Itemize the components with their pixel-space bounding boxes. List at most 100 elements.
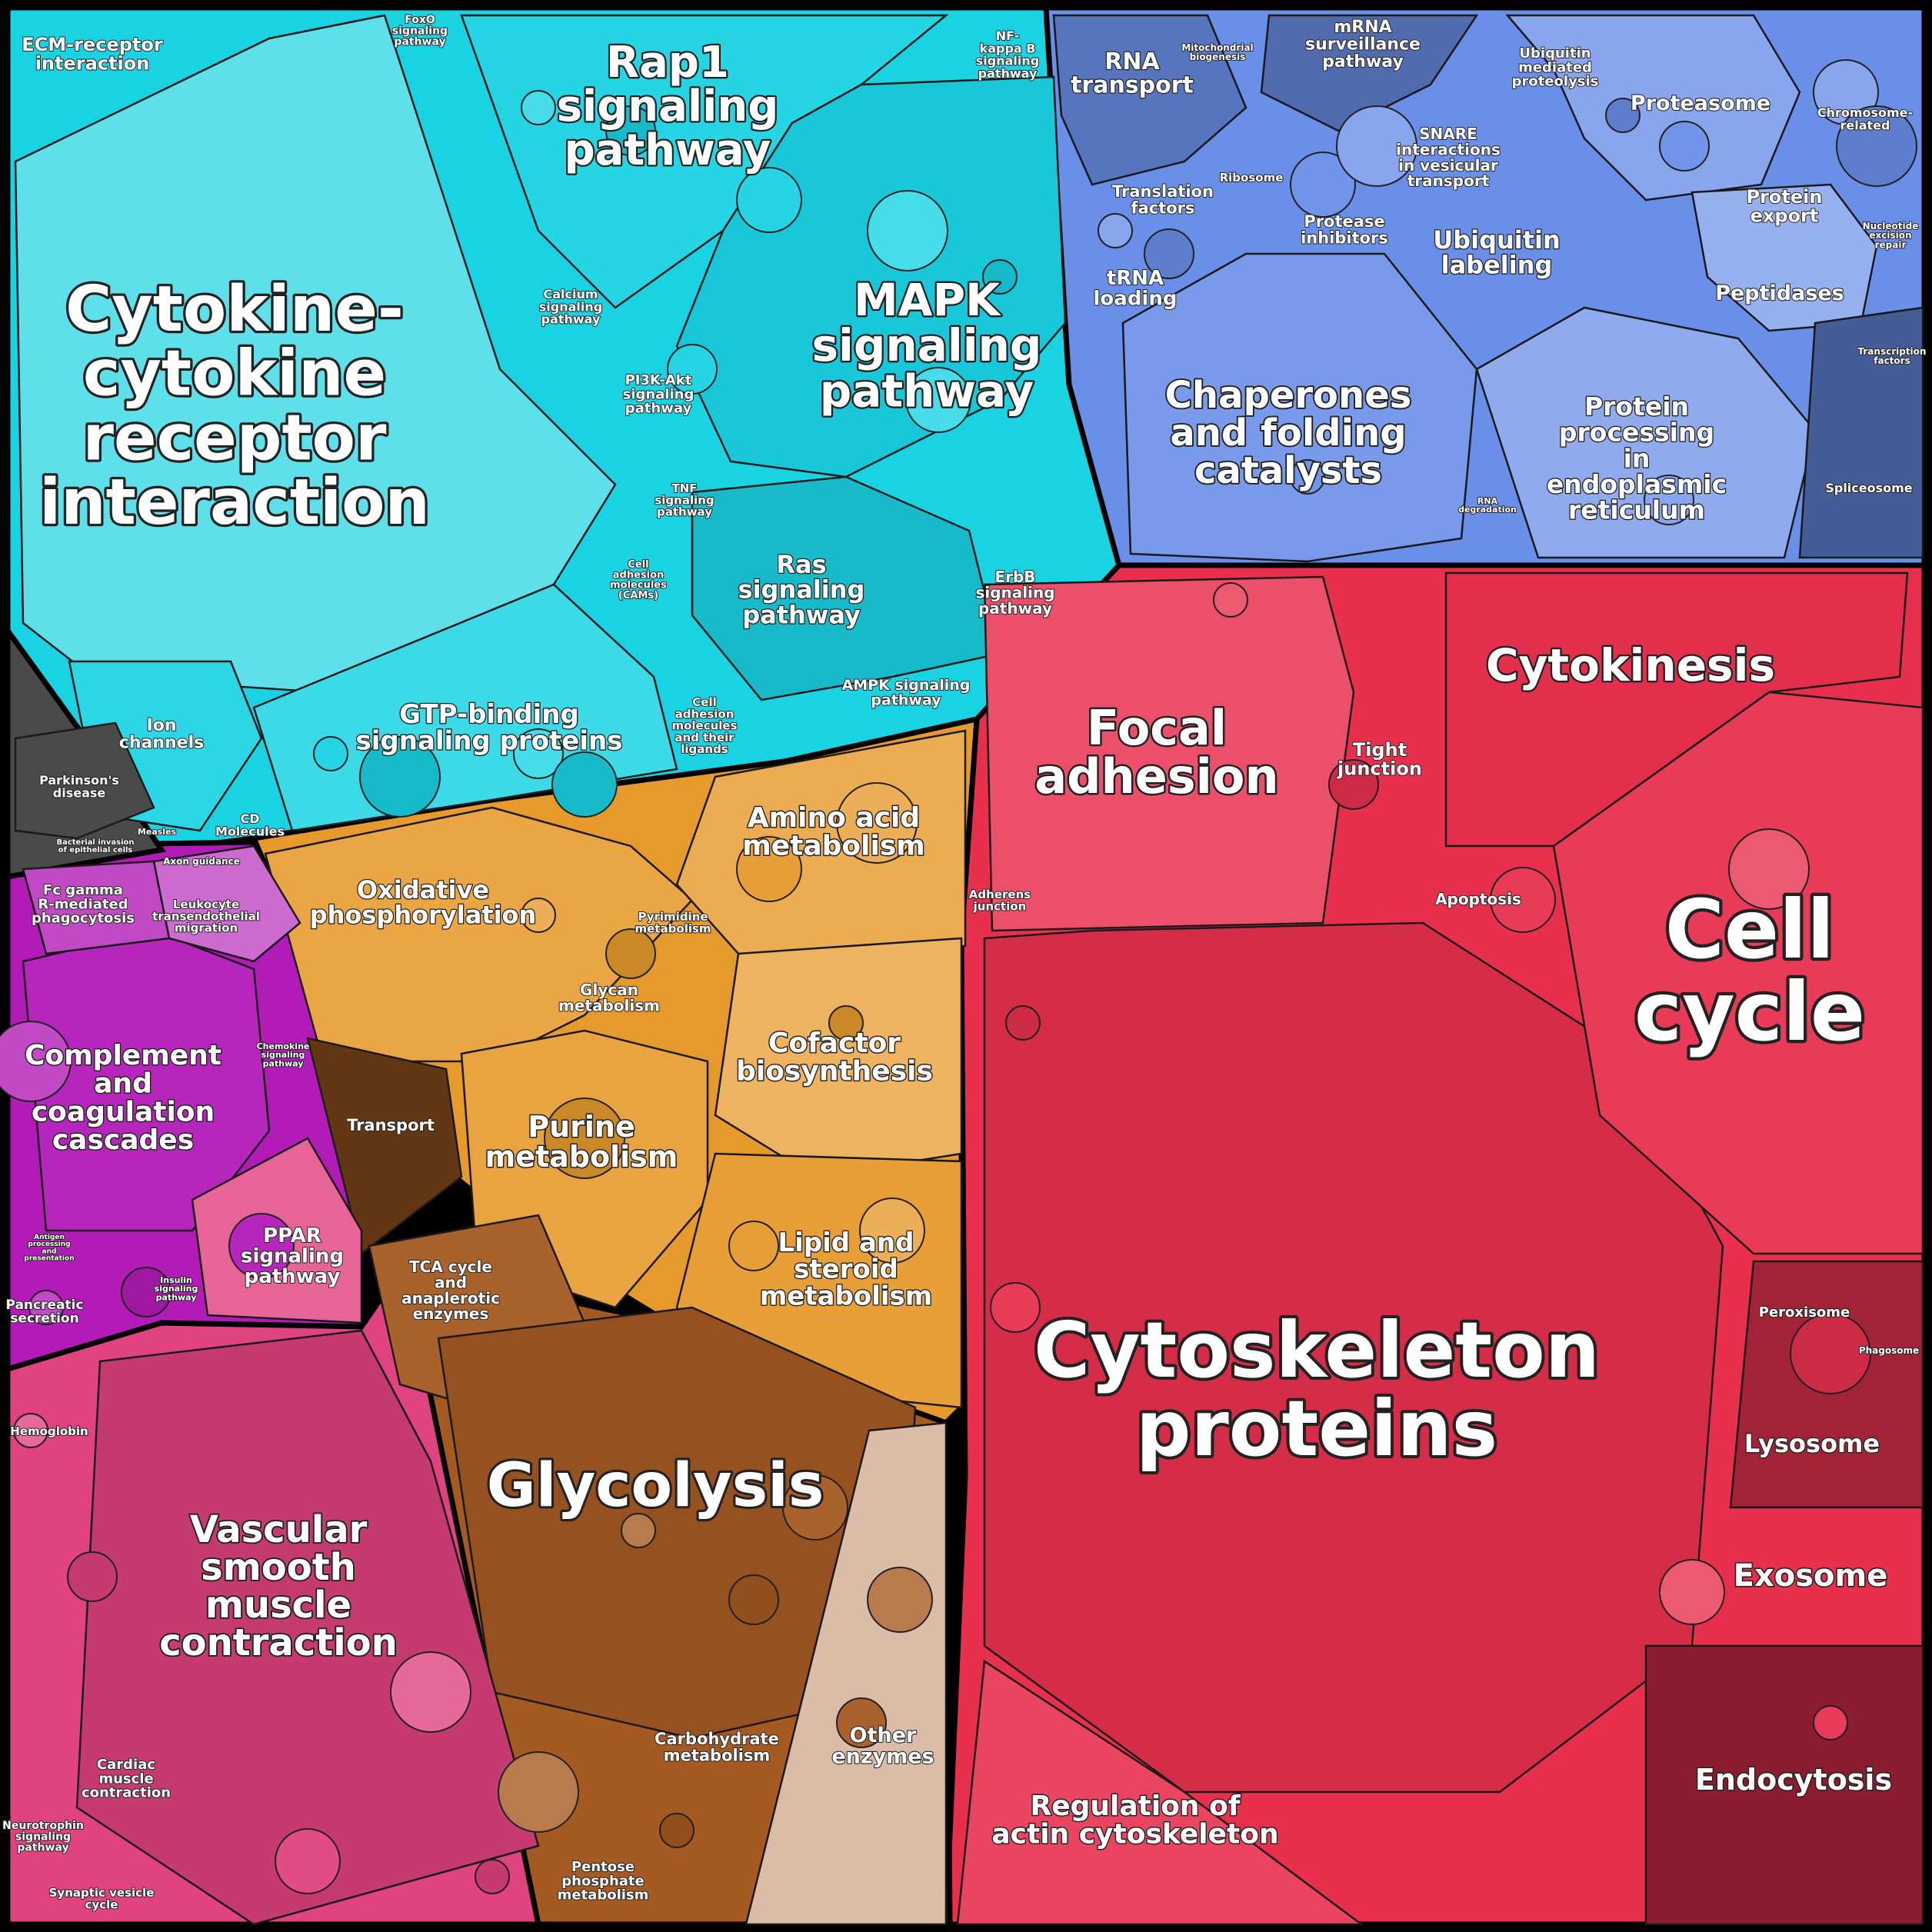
label-cam-line: (CAMs) bbox=[618, 590, 658, 601]
label-mrna-line: surveillance bbox=[1305, 35, 1421, 54]
texture-cell bbox=[605, 928, 656, 979]
label-tnf-line: signaling bbox=[655, 493, 714, 507]
label-synaptic-line: cycle bbox=[85, 1897, 118, 1911]
label-antigen-line: presentation bbox=[24, 1255, 74, 1263]
label-nfkb-line: signaling bbox=[976, 54, 1039, 68]
label-erbb-line: ErbB bbox=[994, 568, 1035, 586]
label-other-line: enzymes bbox=[831, 1745, 934, 1769]
cell-transport bbox=[306, 1037, 463, 1256]
cell-cytoskel bbox=[983, 921, 1724, 1794]
label-ubimed-line: Ubiquitin bbox=[1519, 45, 1591, 62]
label-hemoglobin-line: Hemoglobin bbox=[10, 1424, 88, 1438]
label-protproc-line: Protein bbox=[1584, 391, 1689, 421]
label-mrna-line: mRNA bbox=[1334, 18, 1391, 37]
texture-cell bbox=[605, 105, 656, 156]
cell-leukocyte bbox=[152, 844, 301, 963]
label-ecm: ECM-receptor interaction bbox=[22, 34, 163, 74]
label-tnf: TNF signaling pathway bbox=[655, 481, 714, 519]
label-cytokine-line: Cytokine- bbox=[65, 273, 404, 346]
label-chaperones-line: catalysts bbox=[1194, 449, 1382, 492]
cell-parkinson bbox=[14, 721, 155, 840]
label-foxo-line: FoxO bbox=[405, 14, 435, 26]
label-vascular-line: muscle bbox=[205, 1584, 351, 1627]
label-pentose-line: Pentose bbox=[571, 1859, 635, 1875]
label-regactin-line: actin cytoskeleton bbox=[991, 1819, 1278, 1850]
label-ubimed-line: mediated bbox=[1518, 59, 1592, 75]
label-chaperones: Chaperones and folding catalysts bbox=[1165, 374, 1412, 492]
label-nucleotide-line: excision bbox=[1869, 230, 1911, 241]
texture-cell bbox=[521, 90, 556, 125]
label-snare-line: transport bbox=[1407, 172, 1490, 190]
label-tight-line: Tight bbox=[1353, 739, 1407, 761]
texture-cell bbox=[828, 1005, 864, 1041]
label-cytokine-line: interaction bbox=[39, 466, 430, 539]
label-tnf-line: TNF bbox=[671, 481, 697, 495]
label-glycan: Glycan metabolism bbox=[558, 981, 660, 1014]
label-parkinson-line: Parkinson's bbox=[39, 773, 119, 788]
label-cam-line: adhesion bbox=[613, 569, 665, 581]
label-protproc-line: endoplasmic bbox=[1547, 469, 1727, 499]
label-peroxisome-line: Peroxisome bbox=[1759, 1304, 1850, 1321]
label-ubilab-line: Ubiquitin bbox=[1433, 225, 1561, 255]
label-mrna-line: pathway bbox=[1322, 52, 1404, 72]
label-tight: Tight junction bbox=[1337, 739, 1422, 779]
label-trna-line: tRNA bbox=[1107, 267, 1164, 290]
cell-cytokinesis bbox=[1444, 571, 1909, 848]
texture-cell bbox=[859, 1198, 925, 1264]
cell-chaperones bbox=[1121, 252, 1478, 563]
texture-cell bbox=[1813, 1705, 1848, 1740]
label-antigen: Antigen processing and presentation bbox=[24, 1234, 74, 1263]
label-cam: Cell adhesion molecules (CAMs) bbox=[610, 559, 667, 601]
label-ampk-line: pathway bbox=[871, 691, 941, 708]
label-celladh-line: molecules bbox=[671, 719, 737, 733]
label-ppar-line: signaling bbox=[241, 1245, 344, 1268]
cell-endocytosis bbox=[1644, 1644, 1924, 1926]
label-mito-line: Mitochondrial bbox=[1181, 42, 1253, 53]
label-antigen-line: and bbox=[42, 1247, 57, 1255]
label-cellcycle: Cell cycle bbox=[1634, 883, 1865, 1059]
label-cellcycle-line: Cell bbox=[1665, 883, 1834, 977]
label-ppar: PPAR signaling pathway bbox=[241, 1224, 344, 1288]
label-complement-line: coagulation bbox=[32, 1096, 215, 1128]
label-tight-line: junction bbox=[1337, 758, 1422, 779]
label-antigen-line: processing bbox=[28, 1241, 70, 1248]
label-leukocyte-line: transendothelial bbox=[152, 909, 260, 923]
texture-cell bbox=[1328, 759, 1379, 810]
label-cd: CD Molecules bbox=[215, 811, 285, 838]
texture-cell bbox=[121, 1267, 172, 1317]
label-ras-line: Ras bbox=[776, 550, 826, 579]
label-fcgamma-line: Fc gamma bbox=[43, 882, 123, 898]
label-rnadeg-line: degradation bbox=[1458, 505, 1517, 515]
texture-cell bbox=[667, 344, 718, 395]
label-bacterial-line: Bacterial invasion bbox=[56, 838, 134, 847]
label-erbb-line: pathway bbox=[978, 599, 1052, 618]
texture-cell bbox=[1644, 475, 1694, 525]
label-exosome-line: Exosome bbox=[1734, 1558, 1888, 1594]
label-chromosome-line: Chromosome- bbox=[1817, 105, 1913, 120]
label-pyrimidine-line: metabolism bbox=[635, 921, 711, 935]
texture-cell bbox=[1790, 1313, 1871, 1394]
label-complement-line: and bbox=[94, 1068, 152, 1100]
label-vascular: Vascular smooth muscle contraction bbox=[159, 1508, 398, 1664]
label-chaperones-line: and folding bbox=[1170, 411, 1406, 455]
label-nucleotide: Nucleotide excision repair bbox=[1863, 221, 1919, 250]
label-lipid-line: Lipid and bbox=[778, 1227, 914, 1258]
label-leukocyte-line: migration bbox=[175, 921, 238, 935]
label-pi3k-line: pathway bbox=[625, 401, 692, 417]
label-snare-line: SNARE bbox=[1419, 125, 1477, 143]
label-transfac-line: factors bbox=[1874, 355, 1910, 366]
label-cardiac-line: contraction bbox=[82, 1785, 171, 1801]
label-ion: Ion channels bbox=[119, 716, 204, 752]
label-pancreatic-line: secretion bbox=[10, 1311, 78, 1326]
label-ras-line: pathway bbox=[742, 600, 861, 629]
label-mito-line: biogenesis bbox=[1190, 52, 1246, 62]
label-rnadeg-line: RNA bbox=[1477, 496, 1498, 506]
label-protproc-line: reticulum bbox=[1568, 495, 1705, 525]
label-ubilab: Ubiquitin labeling bbox=[1433, 225, 1561, 280]
label-protproc-line: in bbox=[1624, 443, 1651, 473]
texture-cell bbox=[1490, 867, 1556, 933]
texture-cell bbox=[0, 1021, 72, 1102]
label-trna: tRNA loading bbox=[1094, 267, 1178, 311]
texture-cell bbox=[13, 1413, 48, 1448]
